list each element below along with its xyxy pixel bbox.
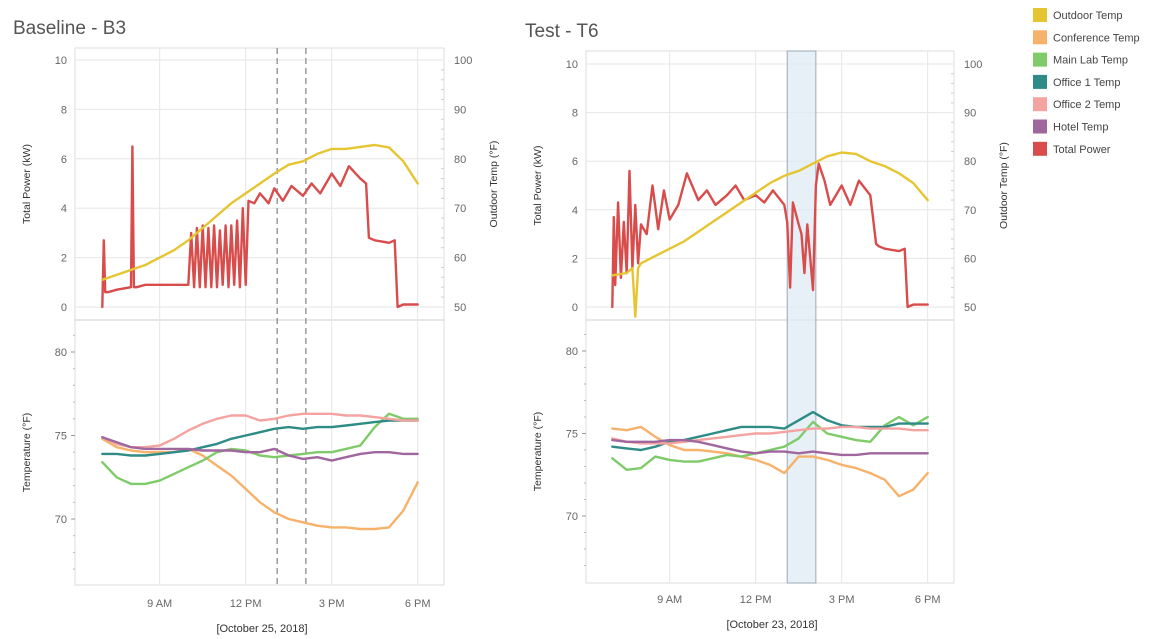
series-line-outdoor-temp bbox=[611, 151, 929, 318]
y2-tick-label: 80 bbox=[964, 156, 976, 168]
highlight-band bbox=[786, 50, 817, 584]
y-axis-title-temperature: Temperature (°F) bbox=[21, 413, 33, 492]
legend-label-office-2-temp: Office 2 Temp bbox=[1053, 99, 1120, 111]
legend-swatch-main-lab-temp bbox=[1033, 52, 1047, 67]
series-line-conference-temp bbox=[611, 425, 929, 498]
y-tick-label: 8 bbox=[572, 108, 578, 120]
legend-swatch-conference-temp bbox=[1033, 30, 1047, 45]
y2-tick-label: 70 bbox=[454, 203, 466, 215]
y-tick-label: 4 bbox=[572, 205, 578, 217]
legend-label-outdoor-temp: Outdoor Temp bbox=[1053, 10, 1123, 22]
series-line-hotel-temp bbox=[611, 438, 929, 457]
y2-tick-label: 90 bbox=[964, 108, 976, 120]
y2-tick-label: 60 bbox=[964, 253, 976, 265]
y-tick-label: 0 bbox=[61, 302, 67, 314]
chart-title: Test - T6 bbox=[525, 21, 599, 42]
legend-label-hotel-temp: Hotel Temp bbox=[1053, 122, 1108, 134]
series-line-office-1-temp bbox=[101, 419, 419, 457]
x-tick-label: 9 AM bbox=[147, 598, 172, 610]
series-line-main-lab-temp bbox=[611, 415, 929, 471]
y-tick-label: 75 bbox=[55, 431, 67, 443]
y-tick-label: 2 bbox=[61, 253, 67, 265]
y-tick-label: 10 bbox=[55, 55, 67, 67]
legend-swatch-outdoor-temp bbox=[1033, 8, 1047, 22]
y-tick-label: 6 bbox=[61, 154, 67, 166]
y-axis-title: Total Power (kW) bbox=[532, 146, 544, 226]
baseline-chart: Baseline - B3 9 AM 12 PM 3 PM 6 PM 0 2 4 6 8 10 50 6… bbox=[13, 18, 500, 635]
y-tick-label: 75 bbox=[566, 429, 578, 441]
y-axis-title: Total Power (kW) bbox=[21, 144, 33, 224]
y-tick-label: 10 bbox=[566, 59, 578, 71]
y-tick-label: 0 bbox=[572, 302, 578, 314]
y2-axis-title: Outdoor Temp (°F) bbox=[488, 141, 500, 228]
series-line-hotel-temp bbox=[101, 436, 419, 462]
legend-label-conference-temp: Conference Temp bbox=[1053, 32, 1140, 44]
plot-frame bbox=[585, 50, 955, 584]
x-tick-label: 12 PM bbox=[740, 594, 772, 606]
y-tick-label: 70 bbox=[55, 514, 67, 526]
x-tick-label: 3 PM bbox=[319, 598, 345, 610]
plot-frame bbox=[74, 47, 445, 586]
test-chart: Test - T6 9 AM 12 PM 3 PM 6 PM 0 2 4 6 8 10 50 60 70 8… bbox=[525, 21, 1010, 631]
y2-tick-label: 60 bbox=[454, 253, 466, 265]
chart-title: Baseline - B3 bbox=[13, 18, 126, 39]
legend-label-total-power: Total Power bbox=[1053, 144, 1111, 156]
y2-tick-label: 100 bbox=[964, 59, 982, 71]
series-line-conference-temp bbox=[101, 437, 419, 531]
y-tick-label: 80 bbox=[55, 347, 67, 359]
series-line-total-power bbox=[101, 145, 419, 309]
y-tick-label: 70 bbox=[566, 511, 578, 523]
x-tick-label: 6 PM bbox=[915, 594, 941, 606]
x-axis-date-label: [October 25, 2018] bbox=[216, 623, 307, 635]
y-tick-label: 80 bbox=[566, 346, 578, 358]
legend: Outdoor Temp Conference Temp Main Lab Temp… bbox=[1033, 8, 1140, 156]
x-tick-label: 6 PM bbox=[405, 598, 431, 610]
legend-swatch-office-2-temp bbox=[1033, 97, 1047, 112]
y2-tick-label: 70 bbox=[964, 205, 976, 217]
y-tick-label: 8 bbox=[61, 104, 67, 116]
y-tick-label: 6 bbox=[572, 156, 578, 168]
y2-tick-label: 50 bbox=[454, 302, 466, 314]
legend-label-office-1-temp: Office 1 Temp bbox=[1053, 77, 1120, 89]
legend-swatch-total-power bbox=[1033, 141, 1047, 156]
legend-label-main-lab-temp: Main Lab Temp bbox=[1053, 55, 1128, 67]
y-axis-title-temperature: Temperature (°F) bbox=[532, 412, 544, 491]
x-tick-label: 3 PM bbox=[829, 594, 855, 606]
y2-tick-label: 100 bbox=[454, 55, 472, 67]
legend-swatch-office-1-temp bbox=[1033, 74, 1047, 89]
y-tick-label: 2 bbox=[572, 253, 578, 265]
series-line-main-lab-temp bbox=[101, 412, 419, 486]
y2-tick-label: 50 bbox=[964, 302, 976, 314]
y2-tick-label: 80 bbox=[454, 154, 466, 166]
legend-swatch-hotel-temp bbox=[1033, 119, 1047, 134]
x-axis-date-label: [October 23, 2018] bbox=[726, 619, 817, 631]
series-line-office-2-temp bbox=[101, 412, 419, 449]
series-line-total-power bbox=[611, 162, 929, 309]
y2-axis-title: Outdoor Temp (°F) bbox=[998, 142, 1010, 229]
series-line-office-2-temp bbox=[611, 425, 929, 445]
x-tick-label: 9 AM bbox=[657, 594, 682, 606]
series-line-outdoor-temp bbox=[101, 143, 419, 281]
x-tick-label: 12 PM bbox=[230, 598, 262, 610]
y-tick-label: 4 bbox=[61, 203, 67, 215]
y2-tick-label: 90 bbox=[454, 104, 466, 116]
